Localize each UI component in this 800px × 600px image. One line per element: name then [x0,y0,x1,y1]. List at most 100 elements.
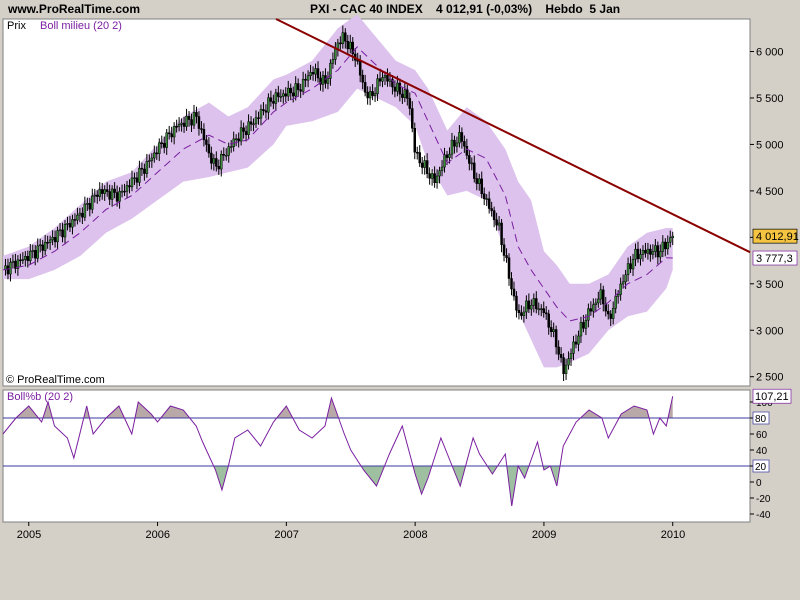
candle-body [644,250,647,254]
candle-body [616,294,620,297]
trendline-layer [275,18,751,254]
candle-body [537,308,541,311]
candle-body [282,93,285,97]
candle-body [192,112,196,126]
candle-body [562,357,565,374]
candle-body [406,89,409,99]
candle-body [542,308,545,313]
candle-body [108,191,111,200]
last-price-label: 4 012,91 [756,231,799,243]
hline-label: 80 [755,414,767,425]
candle-body [636,248,640,260]
candle-body [284,93,288,97]
candle-body [520,312,523,316]
candle-body [86,203,89,205]
candle-body [160,142,163,145]
candle-body [649,248,652,255]
candle-body [522,311,526,316]
candle-body [63,223,67,238]
candle-body [619,283,622,295]
candle-body [398,82,402,95]
candle-body [475,178,479,184]
hline-marker [752,411,770,425]
candle-body [611,307,615,319]
candle-body [381,77,384,82]
candle-body [257,117,260,119]
candle-body [105,189,109,192]
candle-body [485,198,488,200]
candle-body [252,123,255,126]
x-tick-label: 2008 [403,529,427,541]
indicator-fill-low [452,466,466,486]
candle-body [487,198,491,209]
indicator-fill-high [15,406,39,418]
middle-band-marker [752,250,798,266]
x-tick-label: 2010 [661,529,685,541]
candle-body [58,229,62,232]
candle-body [187,115,191,120]
candle-body [460,132,464,142]
candle-body [38,244,42,247]
candle-body [61,229,64,238]
candle-body [482,193,486,199]
candle-body [21,259,25,261]
candle-body [81,212,84,218]
candle-body [344,32,347,42]
candle-body [415,151,419,154]
candle-body [525,300,528,313]
candle-body [366,91,369,99]
candle-body [244,131,248,135]
trendline [275,18,751,254]
candle-body [304,78,307,81]
candle-body [26,256,30,261]
candle-body [229,146,233,148]
candle-body [440,166,444,171]
middle-band-layer [2,46,673,322]
candle-body [376,78,379,94]
candle-body [634,248,637,260]
candle-body [492,210,496,221]
candle-body [505,255,508,258]
candle-body [609,313,612,319]
candle-body [272,101,275,104]
candle-body [544,312,548,315]
candle-body [552,329,555,332]
candle-body [254,117,258,125]
candle-body [227,146,230,156]
indicator-layer [2,396,750,507]
candle-body [205,139,208,145]
candle-body [606,310,610,315]
candle-body [401,93,404,98]
candle-body [48,239,52,243]
candle-body [629,263,632,270]
candle-body [110,188,114,200]
site-name[interactable]: www.ProRealTime.com [8,2,141,16]
candle-body [262,109,265,111]
candle-body [515,295,518,311]
candle-body [624,274,627,283]
candle-body [346,41,350,50]
candle-body [435,175,439,183]
candle-body [29,251,32,261]
watermark: © ProRealTime.com [6,374,105,386]
candle-body [6,265,10,275]
candle-body [363,82,367,93]
candle-body [222,153,226,156]
candle-body [210,152,213,164]
candle-body [567,358,570,366]
candle-body [83,203,87,218]
candle-body [66,223,69,225]
candle-body [93,194,97,197]
candle-body [574,341,578,345]
indicator-fill-low [518,466,529,478]
candle-body [197,116,201,129]
candle-body [162,143,166,148]
candle-body [153,152,156,159]
candle-body [668,237,672,243]
candle-body [371,91,374,96]
candle-body [626,263,630,276]
indicator-fill-high [276,406,293,418]
candle-body [207,144,211,154]
